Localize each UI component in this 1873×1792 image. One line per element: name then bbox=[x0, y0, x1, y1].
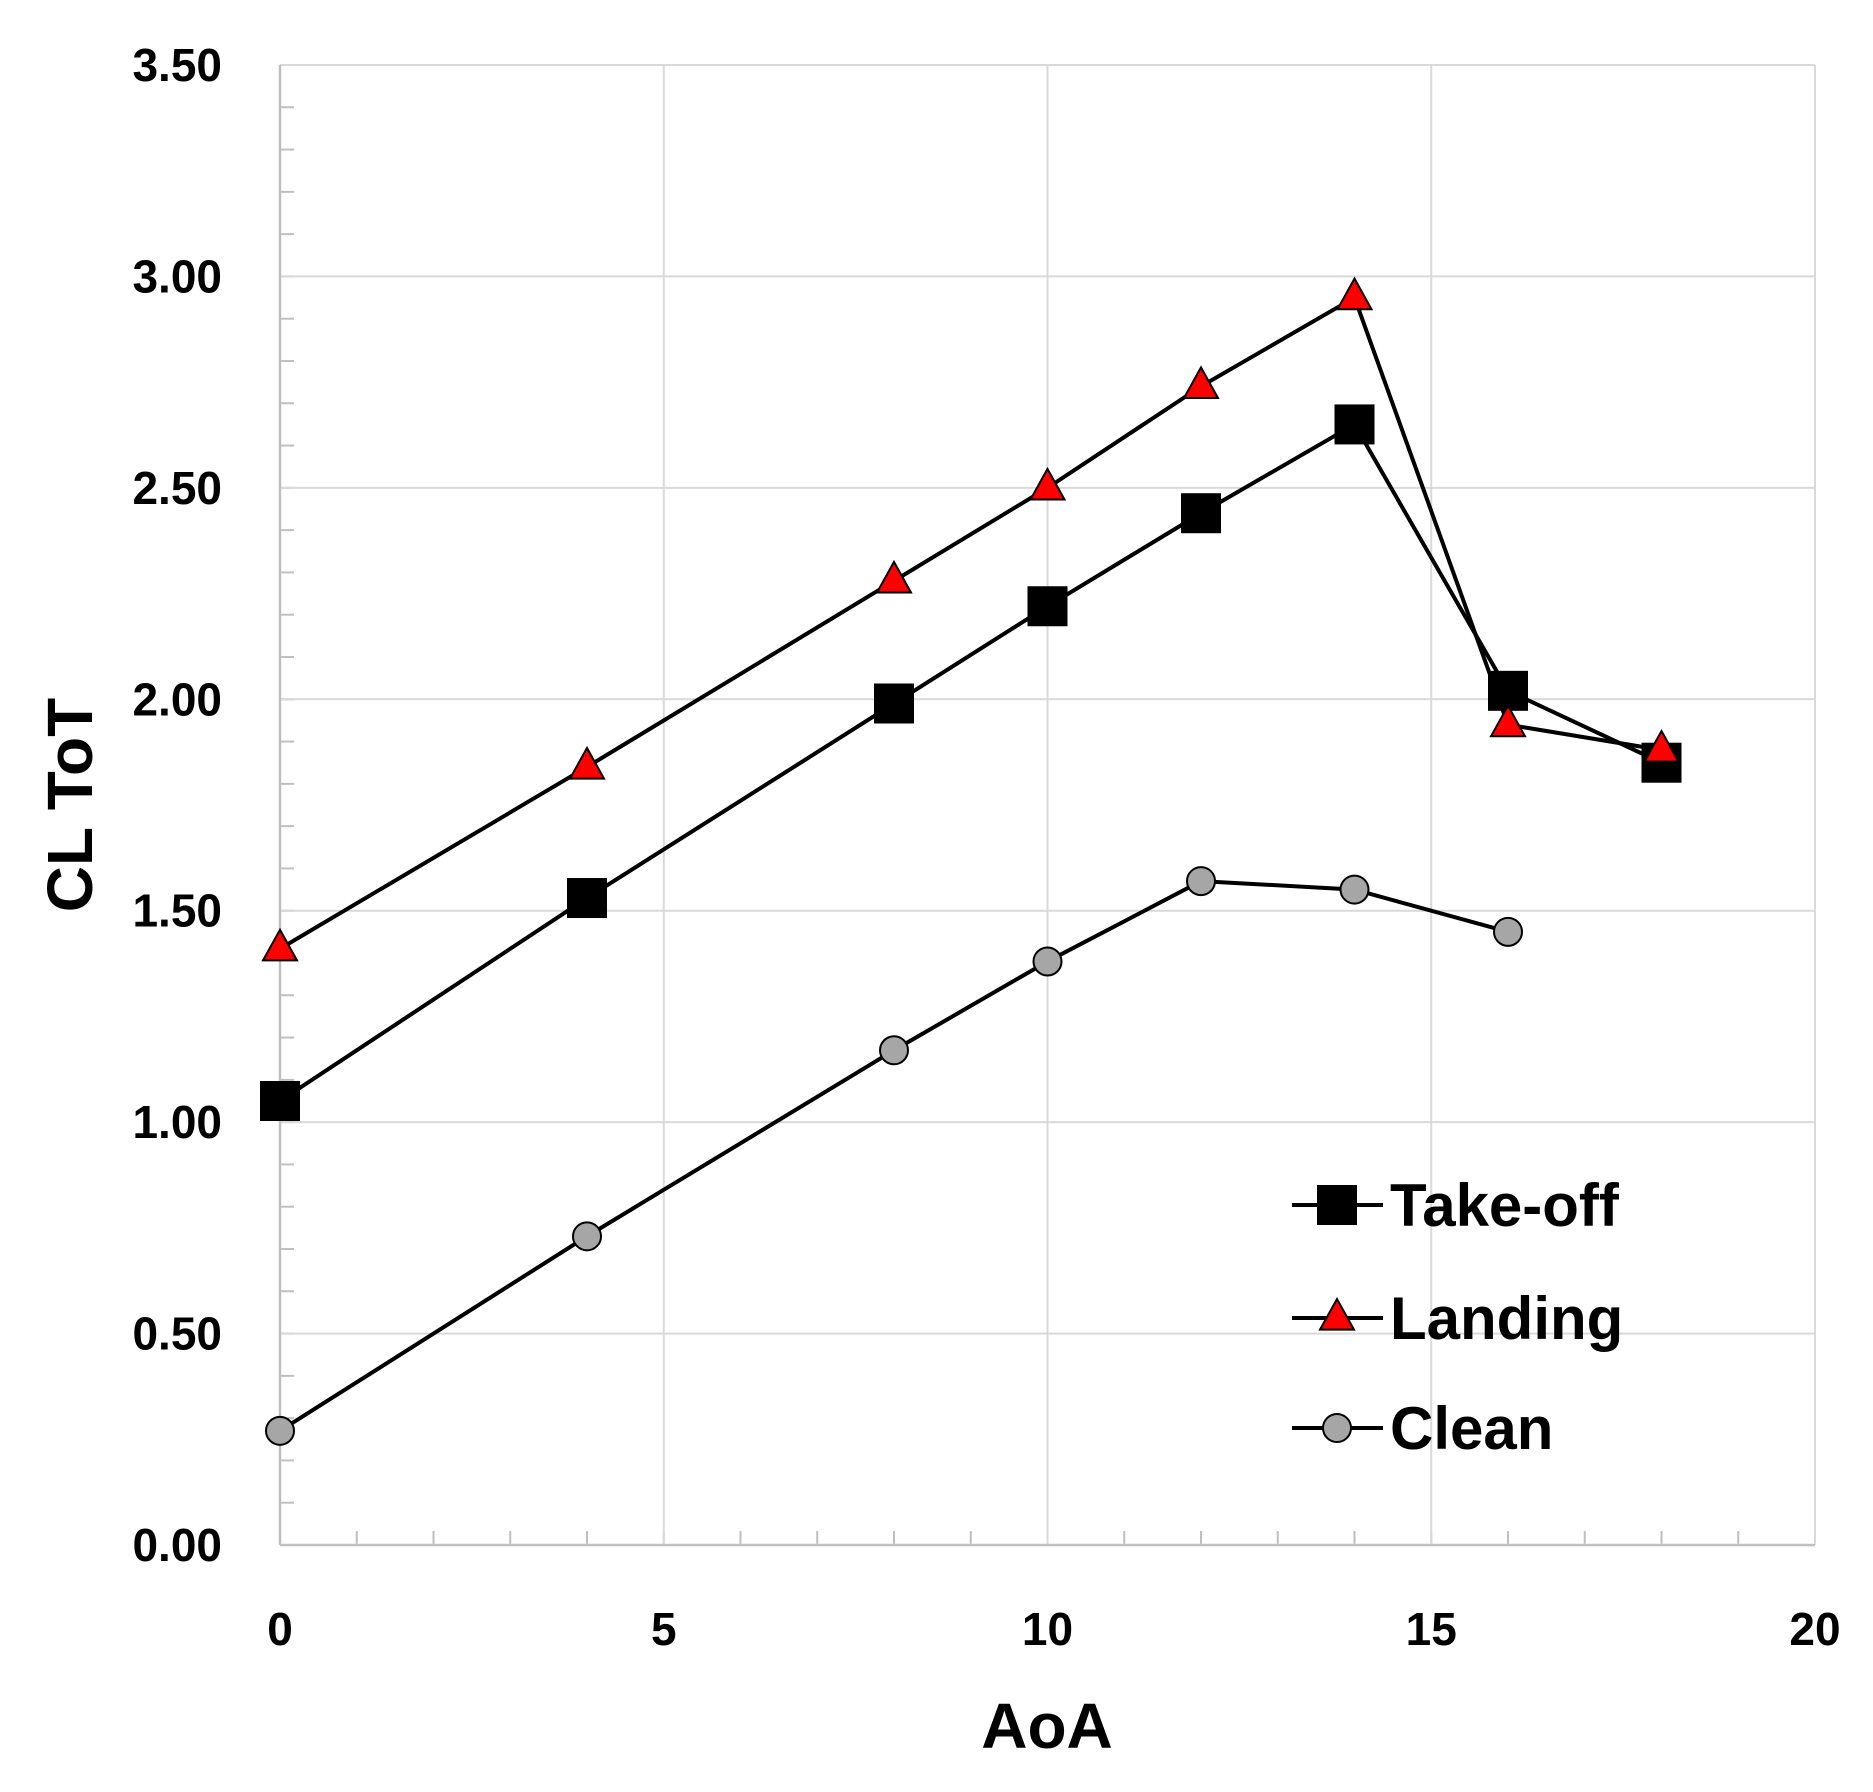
x-axis-title: AoA bbox=[981, 1690, 1113, 1762]
point-take-off bbox=[1181, 493, 1221, 534]
point-landing bbox=[568, 745, 606, 780]
point-take-off bbox=[874, 683, 914, 724]
legend: Take-off Landing Clean bbox=[1292, 1172, 1623, 1462]
legend-marker-clean bbox=[1322, 1413, 1352, 1443]
legend-marker-take-off bbox=[1317, 1185, 1357, 1225]
axes bbox=[278, 65, 1815, 1547]
y-tick-label: 1.00 bbox=[132, 1096, 222, 1148]
point-take-off bbox=[567, 878, 607, 919]
x-tick-label: 0 bbox=[267, 1603, 293, 1655]
legend-label-landing: Landing bbox=[1390, 1285, 1623, 1352]
point-landing bbox=[1489, 703, 1527, 738]
x-tick-labels: 0 5 10 15 20 bbox=[267, 1603, 1840, 1655]
point-landing bbox=[261, 927, 299, 962]
point-landing bbox=[1182, 365, 1220, 399]
point-clean bbox=[265, 1415, 295, 1446]
point-take-off bbox=[1027, 586, 1068, 627]
point-landing bbox=[1335, 276, 1374, 311]
x-tick-label: 5 bbox=[651, 1603, 677, 1655]
point-landing bbox=[875, 559, 913, 594]
legend-label-take-off: Take-off bbox=[1390, 1172, 1620, 1239]
legend-marker-landing bbox=[1318, 1296, 1356, 1331]
y-tick-label: 0.00 bbox=[132, 1519, 222, 1571]
point-clean bbox=[1186, 866, 1216, 897]
point-take-off bbox=[1334, 404, 1375, 445]
point-landing bbox=[1642, 728, 1681, 763]
point-take-off bbox=[260, 1081, 300, 1121]
x-tick-label: 10 bbox=[1022, 1603, 1073, 1655]
y-tick-labels: 0.00 0.50 1.00 1.50 2.00 2.50 3.00 3.50 bbox=[132, 39, 222, 1571]
point-landing bbox=[1028, 466, 1067, 501]
y-tick-label: 0.50 bbox=[132, 1308, 222, 1360]
y-tick-label: 3.00 bbox=[132, 250, 222, 302]
y-axis-title: CL ToT bbox=[34, 698, 106, 912]
series-markers bbox=[260, 276, 1682, 1446]
legend-label-clean: Clean bbox=[1390, 1395, 1553, 1462]
y-tick-label: 2.50 bbox=[132, 462, 222, 514]
x-tick-label: 20 bbox=[1789, 1603, 1840, 1655]
y-tick-label: 2.00 bbox=[132, 673, 222, 725]
point-clean bbox=[1339, 874, 1370, 905]
point-clean bbox=[879, 1035, 909, 1066]
y-tick-label: 3.50 bbox=[132, 39, 222, 91]
x-tick-label: 15 bbox=[1406, 1603, 1457, 1655]
point-clean bbox=[1032, 946, 1063, 977]
y-tick-label: 1.50 bbox=[132, 885, 222, 937]
point-clean bbox=[572, 1221, 602, 1252]
series-line-take-off bbox=[278, 422, 1663, 1103]
point-clean bbox=[1493, 916, 1523, 947]
series-line-landing bbox=[278, 295, 1662, 951]
